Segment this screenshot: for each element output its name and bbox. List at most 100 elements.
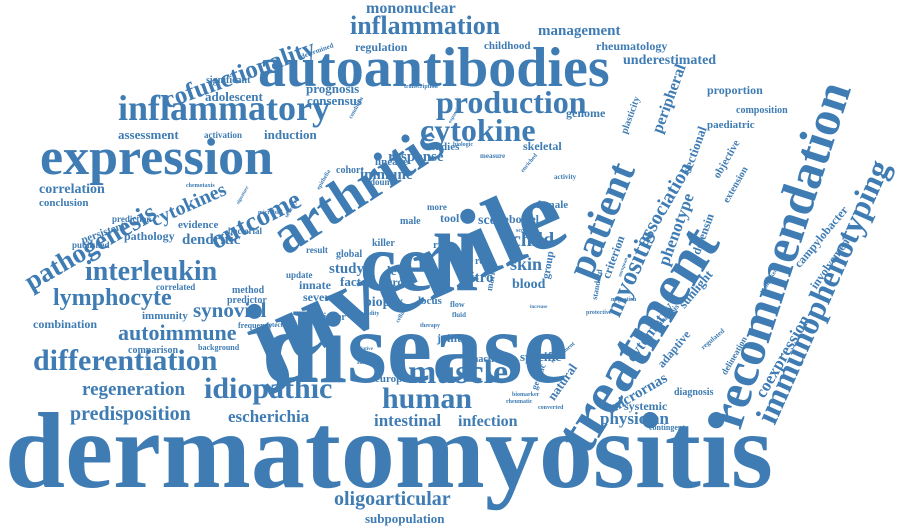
word-studies: studies [427, 141, 460, 153]
word-correlation: correlation [39, 182, 105, 197]
word-therapy: therapy [420, 323, 440, 329]
word-inflammation: inflammation [350, 11, 501, 40]
word-group: group [540, 250, 557, 280]
word-conclusion: conclusion [39, 197, 89, 209]
word-biologic: biologic [453, 142, 474, 148]
word-inflammatory: inflammatory [118, 88, 330, 128]
word-combination: combination [33, 317, 98, 331]
word-management: management [538, 23, 621, 39]
word-score: score [478, 213, 509, 228]
word-tool: tool [440, 211, 460, 225]
word-increase: increase [530, 305, 548, 310]
word-initiative: initiative [354, 347, 373, 352]
word-study: study [329, 261, 365, 277]
word-migration: migration [611, 297, 637, 303]
word-immune: immune [360, 167, 413, 183]
word-vitro: vitro [463, 270, 494, 286]
word-europe: europe [375, 373, 408, 385]
word-flow: flow [450, 300, 465, 309]
word-scoring: scoring [516, 228, 535, 234]
word-plasticity: plasticity [619, 95, 643, 136]
word-more: more [427, 202, 447, 212]
word-protective: protective [586, 310, 612, 316]
word-skeletal: skeletal [523, 139, 562, 153]
word-lymphocyte: lymphocyte [53, 285, 172, 311]
word-sectional: sectional [679, 124, 710, 175]
word-measure: measure [480, 152, 506, 160]
word-higher: higher [318, 312, 346, 323]
word-microbial: microbial [258, 210, 283, 216]
word-activity: activity [554, 173, 577, 181]
word-detectable: detectable [265, 321, 296, 329]
word-cohort: cohort [336, 165, 364, 176]
word-escherichia: escherichia [228, 407, 310, 426]
word-biomarker: biomarker [512, 392, 540, 398]
word-physician: physician [600, 409, 669, 428]
word-signature: signature [236, 185, 251, 206]
word-result: result [306, 245, 328, 255]
word-muscle: muscle [408, 354, 509, 391]
word-autoantibodies: autoantibodies [258, 37, 610, 99]
word-comparison: comparison [128, 345, 178, 356]
word-regeneration: regeneration [82, 379, 186, 400]
word-inactive: inactive [470, 354, 504, 365]
word-lineage: lineage [375, 156, 408, 168]
word-child: child [512, 229, 555, 251]
word-correlated: correlated [156, 282, 196, 292]
word-frequency: frequency [238, 321, 273, 330]
word-significant: significant [206, 75, 251, 86]
word-induction: induction [264, 127, 317, 142]
word-childhood: childhood [484, 40, 531, 52]
word-role: role [475, 256, 492, 267]
word-severe: severe [303, 290, 335, 304]
word-rheumatic: rheumatic [506, 399, 533, 405]
word-update: update [286, 270, 313, 280]
word-male: male [400, 216, 421, 227]
word-transcription: transcription [404, 84, 438, 90]
word-predisposition: predisposition [70, 403, 191, 425]
word-diagnosis: diagnosis [674, 387, 714, 398]
word-dendritic: dendritic [182, 232, 241, 248]
word-autoimmune: autoimmune [118, 320, 237, 345]
word-killer: killer [372, 238, 395, 249]
word-expression: expression [40, 129, 274, 186]
word-joint: joint [437, 331, 461, 345]
word-regulation: regulation [355, 40, 408, 54]
word-paediatric: paediatric [707, 119, 755, 131]
word-response: response [388, 149, 444, 165]
word-contingent: contingent [649, 423, 685, 432]
word-biopsy: biopsy [364, 295, 403, 310]
word-mononuclear: mononuclear [366, 0, 456, 17]
word-innate: innate [299, 278, 332, 292]
word-dount: dount [370, 177, 393, 187]
word-interleukin: interleukin [85, 256, 218, 287]
word-idiopathic: idiopathic [204, 372, 333, 405]
word-chemotaxis: chemotaxis [186, 183, 215, 189]
word-synovial: synovial [193, 298, 267, 322]
word-cross: cross [387, 275, 413, 289]
word-bowel: bowel [509, 212, 539, 226]
word-oligoarticular: oligoarticular [334, 488, 451, 510]
word-prognosis: prognosis [306, 81, 360, 96]
word-locus: locus [418, 295, 442, 307]
word-infection: infection [458, 413, 518, 430]
word-human: human [382, 382, 473, 415]
word-skin: skin [510, 254, 543, 274]
word-fluid: fluid [452, 311, 467, 319]
word-specific: specific [520, 349, 562, 364]
word-bacterial: bacterial [228, 226, 262, 236]
word-differentiation: differentiation [33, 344, 218, 377]
word-global: global [336, 249, 363, 260]
word-activation: activation [204, 130, 242, 140]
word-consensus: consensus [307, 93, 362, 108]
word-adolescent: adolescent [205, 89, 263, 104]
word-validity: validity [360, 311, 380, 317]
word-pathology: pathology [124, 229, 175, 243]
word-peripheral: peripheral [649, 62, 690, 136]
word-evidence: evidence [178, 219, 219, 231]
word-published: published [72, 240, 110, 250]
word-method: method [232, 285, 265, 296]
word-systemic: systemic [624, 399, 668, 413]
word-intestinal: intestinal [374, 411, 442, 430]
